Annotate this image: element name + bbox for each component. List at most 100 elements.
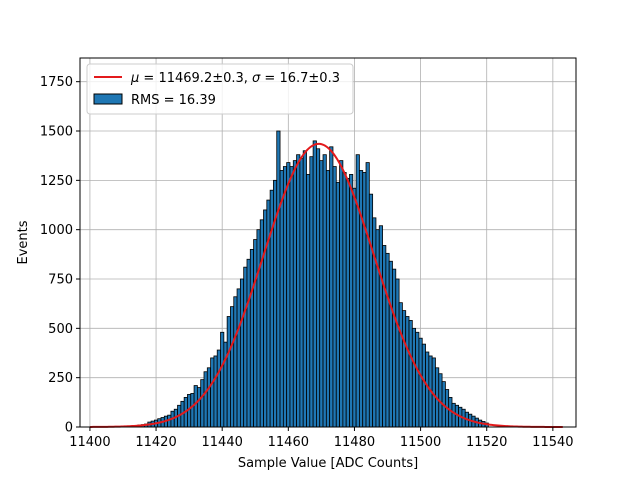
histogram-bar — [322, 154, 327, 428]
histogram-bar — [302, 150, 307, 428]
histogram-bar — [392, 268, 397, 428]
histogram-bar — [220, 331, 225, 428]
histogram-bar — [256, 229, 261, 428]
histogram-bar — [385, 252, 390, 428]
x-axis-ticks: 11400 11420 11440 11460 11480 11500 11520 11540 — [69, 427, 574, 450]
x-tick-label: 11480 — [334, 435, 375, 450]
histogram-bar — [372, 217, 377, 428]
histogram-bar — [395, 278, 400, 428]
x-tick-label: 11440 — [202, 435, 243, 450]
histogram-bar — [289, 166, 294, 428]
histogram-bar — [286, 162, 291, 428]
x-tick-label: 11420 — [135, 435, 176, 450]
legend-hist-label: RMS = 16.39 — [131, 93, 216, 108]
histogram-bar — [401, 310, 407, 428]
histogram-bar — [411, 327, 417, 428]
y-axis-ticks: 0 250 500 750 1000 1250 1500 1750 — [40, 75, 80, 436]
histogram-bar — [325, 170, 331, 428]
histogram-bar — [368, 193, 374, 428]
histogram-bar — [316, 148, 321, 428]
histogram-bar — [425, 351, 430, 428]
y-tick-label: 1750 — [40, 75, 73, 90]
histogram-bar — [296, 154, 301, 428]
histogram-bar — [259, 219, 264, 428]
histogram-bar — [345, 177, 350, 428]
histogram-bar — [193, 385, 198, 428]
histogram-bar — [190, 393, 195, 428]
histogram-bar — [342, 172, 347, 428]
x-tick-label: 11460 — [268, 435, 309, 450]
x-tick-label: 11540 — [532, 435, 573, 450]
histogram-bar — [213, 355, 218, 428]
histogram-bar — [306, 174, 311, 428]
y-tick-label: 1500 — [40, 125, 73, 140]
histogram-bar — [312, 140, 317, 428]
histogram-bar — [292, 160, 297, 428]
histogram-bar — [243, 266, 248, 428]
histogram-bar — [362, 172, 367, 428]
histogram-bar — [349, 174, 354, 428]
histogram-bar — [375, 229, 380, 428]
histogram-bar — [332, 166, 337, 428]
legend-sigma-symbol: σ — [252, 71, 261, 86]
histogram-bar — [230, 306, 235, 428]
histogram-bar — [398, 302, 403, 428]
x-tick-label: 11500 — [400, 435, 441, 450]
histogram-bar — [263, 209, 268, 428]
histogram-bar — [352, 187, 357, 428]
plot-frame — [79, 57, 577, 428]
histogram-bar — [196, 387, 202, 428]
histogram-bar — [339, 160, 344, 428]
histogram-bar — [216, 349, 221, 428]
y-tick-label: 1250 — [40, 174, 73, 189]
x-axis-label: Sample Value [ADC Counts] — [238, 456, 418, 471]
y-tick-label: 500 — [48, 322, 73, 337]
histogram-bar — [408, 320, 413, 428]
legend-fit-label: μ = 11469.2±0.3, σ = 16.7±0.3 — [130, 71, 340, 86]
histogram-bar — [388, 260, 393, 428]
x-tick-label: 11400 — [69, 435, 110, 450]
histogram-bar — [233, 296, 238, 428]
legend-mu-symbol: μ — [130, 71, 139, 86]
x-tick-label: 11520 — [466, 435, 507, 450]
gaussian-fit-line — [89, 142, 563, 428]
legend-sigma-value: 16.7±0.3 — [279, 71, 340, 86]
legend-box — [86, 63, 354, 115]
legend-mu-eq: = — [139, 71, 158, 86]
histogram-bar — [405, 316, 410, 428]
histogram-bar — [226, 316, 231, 428]
y-tick-label: 0 — [65, 421, 73, 436]
histogram-bar — [299, 158, 304, 428]
histogram-bar — [378, 225, 383, 428]
histogram-bar — [421, 343, 426, 428]
y-tick-label: 250 — [48, 371, 73, 386]
histogram-bar — [200, 379, 205, 428]
histogram-bar — [206, 367, 212, 428]
histogram-bar — [365, 162, 370, 428]
y-axis-label: Events — [16, 220, 31, 264]
histogram-bar — [236, 288, 241, 428]
histogram-bar — [239, 278, 245, 428]
histogram-bar — [203, 371, 208, 428]
histogram-bar — [210, 357, 215, 428]
legend-hist-swatch — [93, 93, 123, 105]
y-tick-label: 1000 — [40, 223, 73, 238]
histogram-bar — [329, 146, 334, 428]
legend: μ = 11469.2±0.3, σ = 16.7±0.3 RMS = 16.3… — [86, 63, 354, 115]
histogram-bar — [309, 156, 314, 428]
histogram-bar — [276, 130, 281, 428]
histogram-bar — [451, 402, 456, 428]
histogram-bar — [246, 258, 251, 428]
legend-mu-value: 11469.2±0.3, — [158, 71, 252, 86]
histogram-bar — [355, 154, 360, 428]
histogram-bar — [415, 331, 420, 428]
histogram-bar — [282, 166, 288, 428]
histogram-bar — [382, 245, 387, 428]
histogram-bar — [319, 160, 324, 428]
legend-sigma-eq: = — [260, 71, 279, 86]
histogram-bar — [335, 181, 340, 428]
histogram-bar — [253, 239, 258, 428]
histogram-bar — [279, 170, 284, 428]
histogram-bar — [418, 337, 423, 428]
